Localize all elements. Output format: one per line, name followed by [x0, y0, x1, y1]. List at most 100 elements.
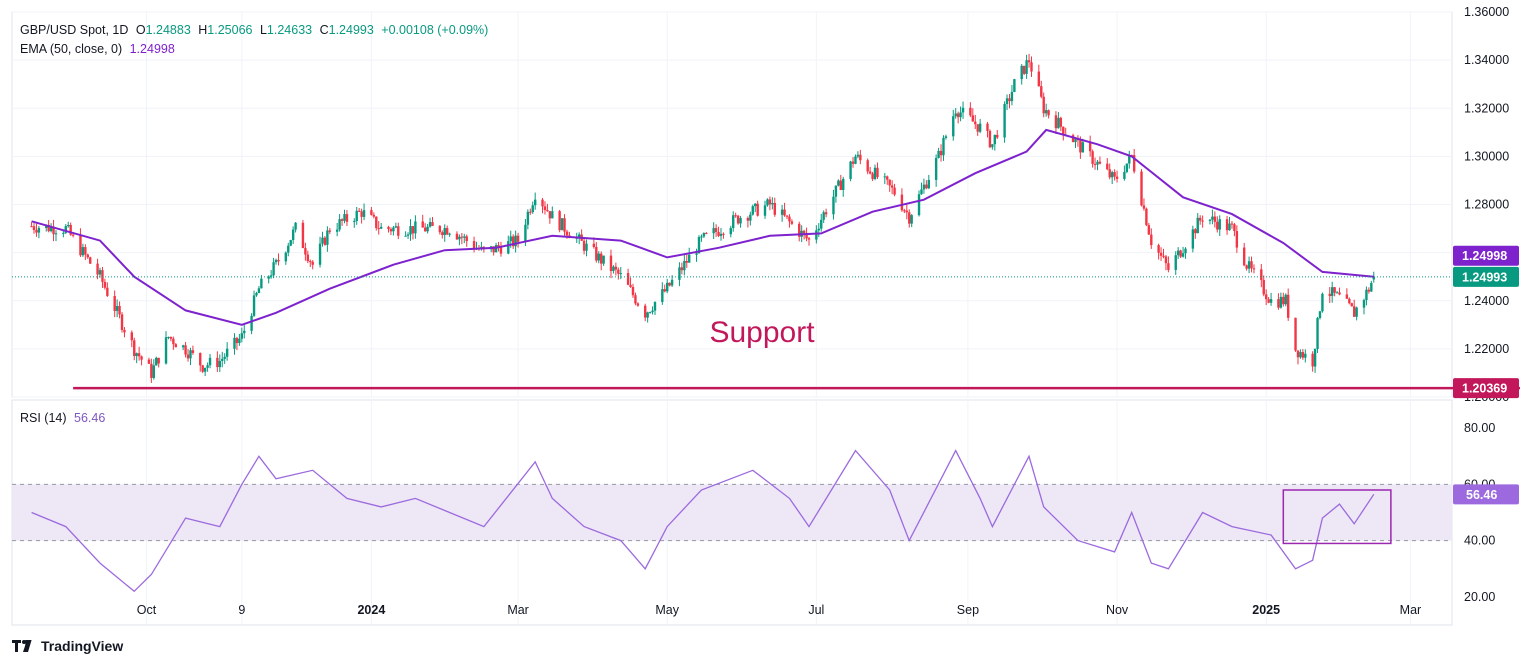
candle-body — [106, 287, 109, 296]
change-value: +0.00108 (+0.09%) — [381, 23, 489, 37]
candle-body — [184, 345, 187, 355]
candle-body — [1008, 98, 1011, 102]
candle-body — [729, 228, 732, 235]
candle-body — [719, 233, 723, 236]
candle-body — [1098, 161, 1102, 164]
candle-body — [820, 219, 823, 229]
candle-body — [695, 253, 698, 255]
candle-body — [868, 171, 872, 174]
candle-body — [1005, 98, 1009, 105]
candle-body — [1208, 219, 1212, 221]
candle-body — [438, 225, 442, 233]
candle-body — [670, 279, 674, 286]
candle-body — [1132, 155, 1136, 172]
candle-body — [644, 305, 647, 318]
candle-body — [944, 136, 948, 138]
candle-body — [524, 224, 527, 242]
candle-body — [886, 176, 889, 180]
price-tick-label: 1.22000 — [1464, 342, 1509, 356]
candle-body — [274, 259, 278, 263]
candle-body — [1198, 217, 1202, 221]
candle-body — [533, 199, 537, 206]
candle-body — [629, 284, 632, 287]
candle-body — [414, 221, 417, 234]
candle-body — [646, 312, 649, 318]
candle-body — [1225, 219, 1229, 231]
candle-body — [546, 209, 549, 212]
candle-body — [859, 154, 862, 161]
candle-body — [101, 270, 104, 282]
candle-body — [71, 234, 75, 236]
candle-body — [326, 230, 329, 245]
time-tick-label: 9 — [238, 603, 245, 617]
candle-body — [404, 235, 407, 237]
high-label: H — [198, 23, 208, 37]
candle-body — [406, 234, 410, 236]
candle-body — [1010, 91, 1014, 102]
candle-body — [551, 211, 554, 219]
candle-body — [856, 154, 860, 157]
candle-body — [1057, 117, 1060, 129]
candle-body — [1191, 229, 1195, 249]
candle-body — [167, 336, 170, 338]
rsi-highlight-box — [1282, 489, 1392, 545]
candle-body — [785, 215, 789, 217]
candle-body — [1269, 299, 1273, 303]
candle-body — [653, 301, 657, 311]
candle-body — [942, 137, 945, 156]
close-price-badge-bg — [1453, 266, 1519, 287]
candle-body — [392, 227, 395, 232]
candle-body — [372, 214, 376, 217]
candle-body — [1328, 293, 1331, 297]
candle-body — [1059, 117, 1063, 127]
candle-body — [558, 211, 561, 231]
candle-body — [1230, 223, 1234, 225]
candle-body — [216, 357, 219, 368]
candle-body — [1279, 296, 1283, 308]
candle-body — [103, 281, 107, 288]
candle-body — [969, 107, 972, 116]
candle-body — [1071, 135, 1075, 143]
candle-body — [531, 205, 534, 213]
candle-body — [135, 353, 138, 356]
candle-body — [1150, 234, 1153, 246]
candle-body — [1184, 248, 1187, 254]
candle-body — [563, 218, 566, 232]
candle-body — [445, 228, 449, 235]
tradingview-logo[interactable]: TradingView — [12, 638, 123, 654]
candle-body — [1079, 139, 1082, 153]
candle-body — [335, 229, 339, 232]
candle-body — [917, 194, 921, 216]
candle-body — [722, 233, 725, 235]
candle-body — [773, 202, 776, 215]
time-tick-label: Nov — [1106, 603, 1129, 617]
candle-body — [1286, 294, 1290, 318]
candle-body — [311, 261, 314, 265]
candle-body — [1125, 163, 1129, 172]
candle-body — [937, 150, 940, 158]
candle-body — [585, 243, 588, 251]
candle-body — [783, 209, 786, 216]
candle-body — [952, 116, 955, 137]
rsi-value: 56.46 — [74, 411, 106, 425]
candle-body — [663, 289, 666, 292]
candle-body — [238, 338, 241, 344]
candle-body — [893, 187, 896, 195]
candle-body — [900, 194, 904, 211]
candle-body — [705, 233, 708, 235]
candle-body — [98, 270, 102, 275]
high-value: H1.25066 — [198, 23, 252, 37]
candle-body — [798, 223, 801, 237]
close-price-badge: 1.24993 — [1462, 270, 1507, 284]
candle-body — [52, 226, 55, 235]
candle-body — [221, 358, 224, 361]
candle-body — [986, 123, 989, 131]
candle-body — [458, 236, 461, 240]
candle-body — [54, 233, 58, 235]
candle-body — [834, 185, 838, 197]
candle-body — [62, 232, 65, 234]
candle-body — [714, 228, 718, 232]
candle-body — [96, 263, 99, 275]
candle-body — [150, 363, 153, 378]
candle-body — [255, 293, 258, 296]
